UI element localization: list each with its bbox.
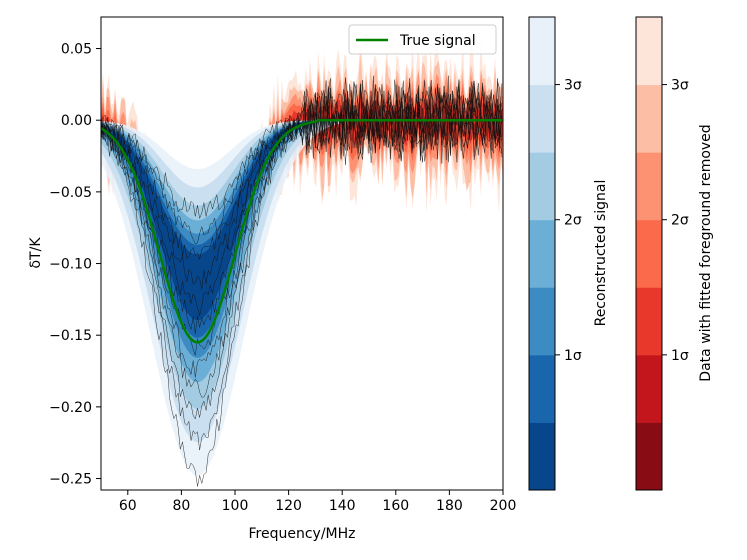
y-tick-label-6: −0.25	[49, 472, 92, 488]
y-tick-label-5: −0.20	[49, 400, 92, 416]
colorbar-red-segment-2	[636, 287, 662, 356]
colorbar-blue-tick-label-1: 2σ	[564, 213, 582, 229]
x-tick-label-120: 120	[275, 498, 302, 514]
x-tick-label-180: 180	[436, 498, 463, 514]
legend-label-true-signal: True signal	[399, 33, 476, 49]
x-axis: 60 80 100 120 140 160 180 200	[119, 490, 516, 514]
x-axis-label: Frequency/MHz	[249, 526, 356, 542]
x-tick-label-60: 60	[119, 498, 137, 514]
y-tick-label-1: 0.00	[61, 113, 92, 129]
colorbar-blue-frame	[528, 16, 556, 491]
y-tick-label-2: −0.05	[49, 185, 92, 201]
colorbar-red-segment-5	[636, 84, 662, 153]
plot-area	[100, 16, 504, 491]
colorbar-blue-segment-6	[529, 17, 555, 86]
x-tick-label-200: 200	[490, 498, 517, 514]
colorbar-blue-segment-1	[529, 354, 555, 423]
colorbar-label-reconstructed: Reconstructed signal	[593, 180, 609, 327]
colorbar-red-segment-1	[636, 354, 662, 423]
sample-trace-5	[101, 75, 503, 334]
colorbar-data-foreground-removed: Data with fitted foreground removed 1σ 2σ…	[635, 16, 714, 491]
y-tick-label-0: 0.05	[61, 42, 92, 58]
colorbar-blue-segment-0	[529, 422, 555, 491]
colorbar-red-segment-4	[636, 152, 662, 221]
legend-box	[348, 24, 497, 55]
colorbar-blue-segment-4	[529, 152, 555, 221]
plot-content	[101, 35, 503, 487]
sample-trace-9	[101, 81, 503, 420]
colorbar-red-segment-3	[636, 219, 662, 288]
colorbar-blue-tick-label-0: 1σ	[564, 348, 582, 364]
colorbar-red-tick-label-1: 2σ	[671, 213, 689, 229]
y-axis: 0.05 0.00 −0.05 −0.10 −0.15 −0.20 −0.25	[49, 42, 101, 488]
blue-sigma-band-6	[101, 120, 343, 321]
colorbar-blue-tick-label-2: 3σ	[564, 78, 582, 94]
x-tick-label-160: 160	[382, 498, 409, 514]
sample-trace-11	[101, 80, 503, 487]
colorbar-blue-segment-3	[529, 219, 555, 288]
colorbar-blue-segment-2	[529, 287, 555, 356]
y-tick-label-4: −0.15	[49, 328, 92, 344]
colorbar-red-segment-6	[636, 17, 662, 86]
legend: True signal	[348, 24, 497, 55]
colorbar-red-tick-label-0: 1σ	[671, 348, 689, 364]
x-tick-label-140: 140	[329, 498, 356, 514]
colorbar-red-tick-label-2: 3σ	[671, 78, 689, 94]
x-tick-label-80: 80	[172, 498, 190, 514]
colorbar-blue-segment-5	[529, 84, 555, 153]
colorbar-red-frame	[635, 16, 663, 491]
y-tick-label-3: −0.10	[49, 257, 92, 273]
plot-frame	[100, 16, 504, 491]
y-axis-label: δT/K	[28, 237, 44, 269]
true-signal-line	[101, 118, 503, 344]
sample-trace-10	[101, 75, 503, 451]
colorbar-reconstructed-signal: Reconstructed signal 1σ 2σ 3σ	[528, 16, 609, 491]
blue-sigma-band-5	[101, 120, 343, 338]
sample-trace-1	[101, 80, 503, 245]
colorbar-label-data: Data with fitted foreground removed	[698, 124, 714, 381]
x-tick-label-100: 100	[222, 498, 249, 514]
sample-trace-8	[101, 81, 503, 398]
colorbar-red-segment-0	[636, 422, 662, 491]
